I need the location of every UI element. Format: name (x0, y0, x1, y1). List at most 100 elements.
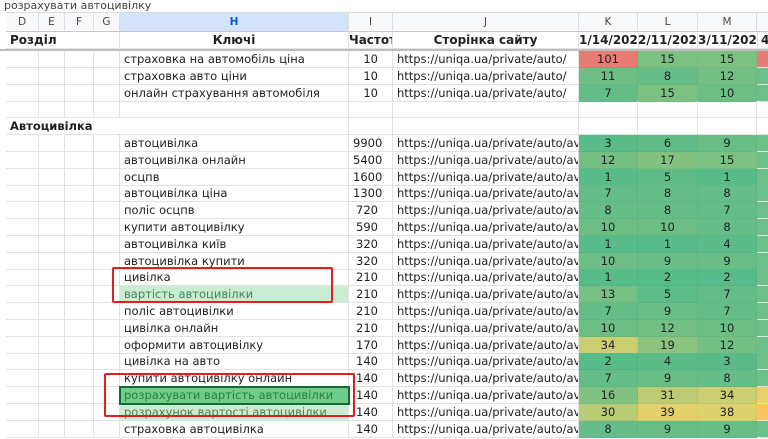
url-cell[interactable]: https://uniqa.ua/private/auto/avtogr (393, 303, 579, 320)
url-cell[interactable]: https://uniqa.ua/private/auto/avtogr (393, 151, 579, 169)
cell-empty[interactable] (6, 370, 39, 388)
position-cell[interactable]: 1 (698, 168, 757, 186)
column-header-i[interactable]: I (349, 12, 393, 32)
position-cell[interactable]: 39 (638, 403, 698, 421)
cell-empty[interactable] (6, 151, 39, 169)
keyword-cell[interactable]: цивілка (120, 269, 349, 287)
position-cell-partial[interactable] (757, 336, 768, 354)
cell-empty[interactable] (94, 252, 120, 270)
cell-empty[interactable] (94, 51, 120, 68)
cell-empty[interactable] (6, 219, 39, 236)
keyword-cell[interactable]: страховка автоцивілка (120, 420, 349, 438)
position-cell[interactable]: 2 (698, 269, 757, 287)
column-header-h[interactable]: H (120, 12, 349, 32)
cell-empty[interactable] (94, 84, 120, 102)
column-header-g[interactable]: G (94, 12, 120, 32)
cell-empty[interactable] (120, 101, 349, 119)
position-cell-partial[interactable] (757, 185, 768, 203)
cell-empty[interactable] (349, 101, 393, 119)
cell-empty[interactable] (94, 269, 120, 287)
position-cell[interactable]: 4 (638, 353, 698, 371)
position-cell[interactable]: 12 (698, 336, 757, 354)
url-cell[interactable]: https://uniqa.ua/private/auto/avtogr (393, 135, 579, 152)
position-cell-partial[interactable] (757, 168, 768, 186)
url-cell[interactable]: https://uniqa.ua/private/auto/ (393, 84, 579, 102)
frequency-cell[interactable]: 10 (349, 51, 393, 68)
url-cell[interactable]: https://uniqa.ua/private/auto/avtogr (393, 370, 579, 388)
position-cell[interactable]: 12 (698, 67, 757, 85)
position-cell[interactable]: 7 (579, 84, 638, 102)
cell-empty[interactable] (757, 118, 768, 136)
frequency-cell[interactable]: 320 (349, 235, 393, 253)
cell-empty[interactable] (65, 202, 94, 220)
url-cell[interactable]: https://uniqa.ua/private/auto/avtogr (393, 420, 579, 438)
position-cell[interactable]: 19 (638, 336, 698, 354)
frequency-cell[interactable]: 140 (349, 403, 393, 421)
cell-empty[interactable] (579, 118, 638, 136)
cell-empty[interactable] (94, 319, 120, 337)
frequency-cell[interactable]: 210 (349, 286, 393, 304)
cell-empty[interactable] (6, 353, 39, 371)
cell-empty[interactable] (6, 101, 39, 119)
cell-empty[interactable] (698, 101, 757, 119)
position-cell[interactable]: 4 (698, 235, 757, 253)
url-cell[interactable]: https://uniqa.ua/private/auto/avtogr (393, 168, 579, 186)
position-cell[interactable]: 9 (638, 252, 698, 270)
column-header-e[interactable]: E (39, 12, 65, 32)
position-cell[interactable]: 8 (698, 185, 757, 203)
frequency-cell[interactable]: 170 (349, 336, 393, 354)
cell-empty[interactable] (6, 252, 39, 270)
position-cell[interactable]: 2 (579, 353, 638, 371)
position-cell-partial[interactable] (757, 51, 768, 68)
position-cell[interactable]: 15 (698, 151, 757, 169)
position-cell[interactable]: 10 (638, 219, 698, 236)
position-cell[interactable]: 31 (638, 387, 698, 404)
cell-empty[interactable] (94, 101, 120, 119)
cell-empty[interactable] (65, 387, 94, 404)
position-cell[interactable]: 9 (638, 303, 698, 320)
cell-empty[interactable] (65, 269, 94, 287)
position-cell-partial[interactable] (757, 387, 768, 404)
position-cell-partial[interactable] (757, 269, 768, 287)
position-cell[interactable]: 8 (638, 67, 698, 85)
position-cell[interactable]: 9 (698, 252, 757, 270)
position-cell[interactable]: 16 (579, 387, 638, 404)
frequency-cell[interactable]: 140 (349, 370, 393, 388)
cell-empty[interactable] (120, 118, 349, 136)
cell-empty[interactable] (39, 319, 65, 337)
column-header-j[interactable]: J (393, 12, 579, 32)
position-cell[interactable]: 10 (698, 84, 757, 102)
cell-empty[interactable] (65, 135, 94, 152)
url-cell[interactable]: https://uniqa.ua/private/auto/avtogr (393, 387, 579, 404)
position-cell-partial[interactable] (757, 151, 768, 169)
frequency-cell[interactable]: 320 (349, 252, 393, 270)
position-cell[interactable]: 34 (698, 387, 757, 404)
cell-empty[interactable] (579, 101, 638, 119)
url-cell[interactable]: https://uniqa.ua/private/auto/avtogr (393, 286, 579, 304)
cell-empty[interactable] (65, 403, 94, 421)
cell-empty[interactable] (39, 336, 65, 354)
cell-empty[interactable] (39, 353, 65, 371)
cell-empty[interactable] (638, 101, 698, 119)
frequency-cell[interactable]: 140 (349, 353, 393, 371)
cell-empty[interactable] (65, 420, 94, 438)
position-cell-partial[interactable] (757, 403, 768, 421)
position-cell[interactable]: 2 (638, 269, 698, 287)
cell-empty[interactable] (6, 403, 39, 421)
position-cell[interactable]: 5 (638, 286, 698, 304)
keyword-cell[interactable]: автоцивілка онлайн (120, 151, 349, 169)
cell-empty[interactable] (393, 101, 579, 119)
column-header-m[interactable]: M (698, 12, 757, 32)
cell-empty[interactable] (94, 185, 120, 203)
url-cell[interactable]: https://uniqa.ua/private/auto/avtogr (393, 403, 579, 421)
cell-empty[interactable] (39, 403, 65, 421)
position-cell[interactable]: 10 (579, 319, 638, 337)
keyword-cell[interactable]: автоцивілка київ (120, 235, 349, 253)
position-cell[interactable]: 9 (638, 370, 698, 388)
position-cell[interactable]: 7 (579, 370, 638, 388)
column-header-n[interactable] (757, 12, 768, 32)
position-cell[interactable]: 3 (579, 135, 638, 152)
frequency-cell[interactable]: 9900 (349, 135, 393, 152)
url-cell[interactable]: https://uniqa.ua/private/auto/avtogr (393, 252, 579, 270)
position-cell[interactable]: 1 (638, 235, 698, 253)
